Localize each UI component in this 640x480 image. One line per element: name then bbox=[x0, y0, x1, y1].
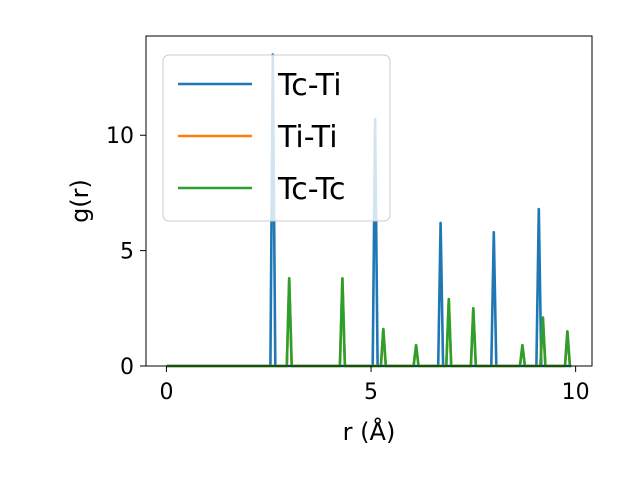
y-tick-label: 5 bbox=[120, 240, 134, 265]
series-line-tc-tc bbox=[166, 277, 572, 368]
legend-box bbox=[162, 54, 391, 222]
y-tick-label: 0 bbox=[120, 355, 134, 380]
x-tick-label: 0 bbox=[159, 380, 173, 405]
plot-frame bbox=[145, 35, 593, 367]
x-tick-label: 5 bbox=[364, 380, 378, 405]
axis-ticks: 0 5 10 0 5 10 bbox=[106, 124, 590, 405]
series-line-ti-ti bbox=[166, 277, 572, 368]
legend-entry-label: Tc-Ti bbox=[277, 68, 342, 103]
series-line-tc-ti bbox=[166, 53, 572, 368]
x-axis-label: r (Å) bbox=[343, 417, 396, 446]
legend: Tc-Ti Ti-Ti Tc-Tc bbox=[162, 54, 391, 222]
y-axis-label: g(r) bbox=[66, 179, 94, 223]
legend-entry-label: Ti-Ti bbox=[277, 120, 338, 155]
x-tick-label: 10 bbox=[562, 380, 590, 405]
legend-entry-label: Tc-Tc bbox=[277, 172, 346, 207]
plot-lines bbox=[166, 53, 572, 368]
y-tick-label: 10 bbox=[106, 124, 134, 149]
